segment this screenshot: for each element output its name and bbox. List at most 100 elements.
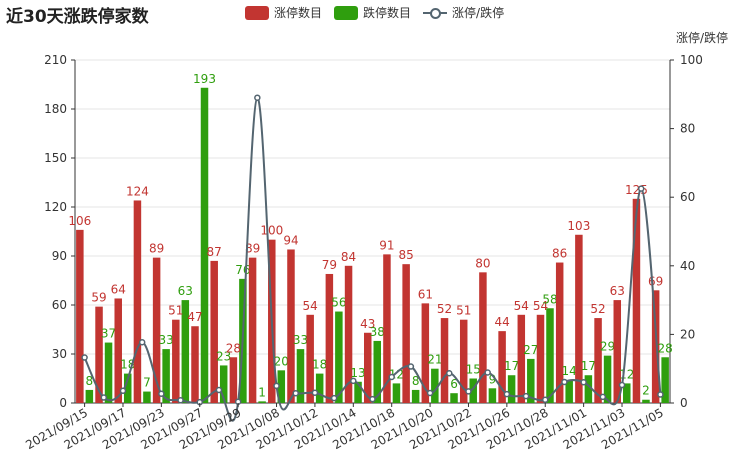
bar-up-label: 54 [303,299,318,313]
y-right-tick-label: 40 [680,259,695,273]
bar-up [229,357,238,403]
y-right-tick-label: 60 [680,190,695,204]
bar-up [402,264,410,403]
y-left-tick-label: 0 [59,396,67,410]
ratio-point [369,395,376,403]
ratio-point [637,185,645,192]
bar-up [651,290,660,403]
bar-down [642,399,650,403]
bar-down [584,375,593,403]
bar-down-label: 193 [193,72,216,86]
ratio-point [330,394,338,402]
bar-up-label: 79 [322,258,337,272]
y-right-tick-label: 20 [680,327,695,341]
bar-down-label: 17 [504,359,519,373]
bar-down [623,383,631,403]
bar-down [488,388,497,403]
ratio-point [273,382,280,390]
bar-up [95,306,103,403]
ratio-point [522,392,530,400]
bar-down-label: 37 [101,327,116,341]
ratio-point [388,373,395,381]
bar-up [133,200,142,403]
ratio-point [580,378,587,386]
ratio-point [657,391,664,398]
bar-down-label: 27 [523,343,538,357]
ratio-point [599,393,607,401]
bar-up-label: 44 [494,315,509,329]
bar-down [469,378,477,403]
bar-up-label: 51 [456,304,471,318]
bar-down [527,358,535,403]
bar-down [258,401,266,403]
ratio-point [177,396,184,404]
bar-up-label: 124 [126,184,149,198]
bar-up-label: 106 [68,214,91,228]
bar-up-label: 100 [260,224,283,238]
y-left-tick-label: 90 [52,249,67,263]
bar-up-label: 69 [648,274,663,288]
bar-down-label: 9 [489,372,497,386]
legend-swatch-ratio [423,6,448,20]
bar-down-label: 56 [331,296,346,310]
bar-down [565,380,573,403]
bar-down-label: 14 [562,364,577,378]
legend-item-ratio[interactable]: 涨停/跌停 [423,4,504,21]
bar-down-label: 18 [312,358,327,372]
bar-up-label: 125 [625,183,648,197]
bar-up [172,319,180,403]
legend-label-ratio: 涨停/跌停 [452,6,505,20]
y-right-tick-label: 100 [680,53,703,67]
bar-up-label: 52 [590,302,605,316]
ratio-point [254,94,261,101]
bar-down-label: 1 [258,385,266,399]
bar-up [325,273,334,403]
ratio-point [426,389,434,397]
bar-down [296,349,305,403]
bar-down-label: 38 [370,325,385,339]
bar-up-label: 103 [567,219,590,233]
bar-up-label: 89 [149,242,164,256]
bar-up [575,234,583,403]
bar-down-label: 13 [350,366,365,380]
bar-down [315,373,324,403]
bar-down-label: 7 [143,376,151,390]
ratio-point [158,390,165,397]
bar-up-label: 94 [283,233,298,247]
bar-up [248,257,257,403]
bar-up-label: 89 [245,242,260,256]
bar-up-label: 51 [168,304,183,318]
bar-down-label: 23 [216,349,231,363]
legend: 涨停数目 跌停数目 涨停/跌停 [245,4,516,21]
bar-up [440,318,449,403]
bar-down-label: 8 [412,374,420,388]
bar-up-label: 87 [207,245,222,259]
bar-down [143,391,151,403]
legend-item-up[interactable]: 涨停数目 [245,4,322,21]
chart-title: 近30天涨跌停家数 [6,7,149,27]
bar-up [498,331,506,403]
bar-down-label: 2 [642,384,650,398]
bar-down-label: 21 [427,353,442,367]
bar-down-label: 8 [86,374,94,388]
legend-item-down[interactable]: 跌停数目 [334,4,411,21]
ratio-point [119,387,127,395]
bar-up [152,257,161,403]
y-left-tick-label: 30 [52,347,67,361]
ratio-point [407,363,415,370]
ratio-point [561,378,568,386]
ratio-point [215,386,223,394]
y-left-tick-label: 120 [44,200,67,214]
y-left-tick-label: 180 [44,102,67,116]
bar-up-label: 86 [552,247,567,261]
bar-up-label: 85 [398,248,413,262]
bar-up [306,314,314,403]
bar-up [383,254,391,403]
ratio-point [292,389,299,397]
ratio-point [138,339,146,346]
bar-up [421,303,430,403]
bar-down-label: 28 [658,341,673,355]
bar-down-label: 58 [542,292,557,306]
bar-down [411,389,420,403]
bar-down [162,349,170,403]
